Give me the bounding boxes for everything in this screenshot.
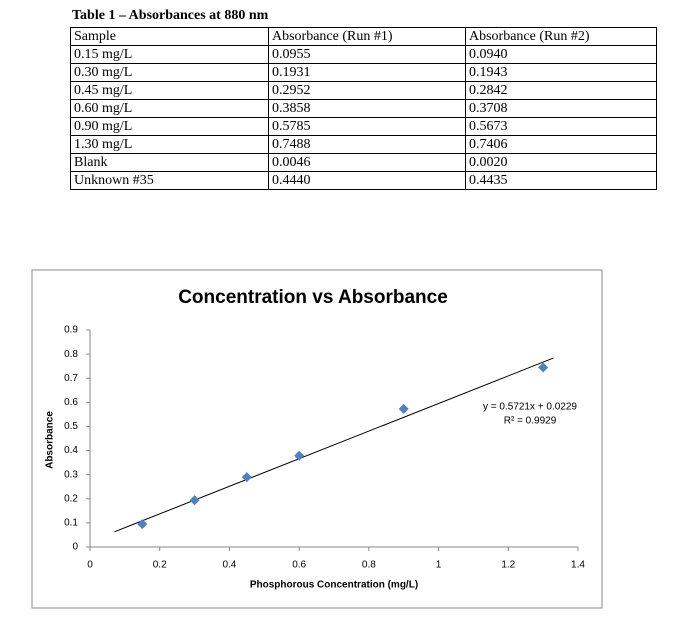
table-cell: 0.3708 — [465, 99, 657, 118]
table-cell: Absorbance (Run #2) — [465, 27, 657, 46]
x-tick-label: 1.4 — [571, 560, 585, 571]
table-row: Unknown #35 0.4440 0.4435 — [70, 171, 657, 190]
table-cell: Absorbance (Run #1) — [268, 27, 466, 46]
table-row: 0.60 mg/L 0.3858 0.3708 — [70, 99, 657, 118]
x-tick-label: 0.2 — [153, 560, 167, 571]
x-tick-label: 0.4 — [222, 560, 236, 571]
x-tick-label: 1 — [436, 560, 442, 571]
data-point — [189, 495, 200, 506]
annotation: R² = 0.9929 — [504, 416, 557, 427]
table-cell: Unknown #35 — [70, 171, 269, 190]
chart-title: Concentration vs Absorbance — [178, 287, 448, 308]
table-cell: 0.0046 — [268, 153, 466, 172]
x-tick-label: 0.6 — [292, 560, 306, 571]
table-cell: 0.1931 — [268, 63, 466, 82]
table-title: Table 1 – Absorbances at 880 nm — [72, 8, 269, 23]
y-tick-label: 0.8 — [64, 349, 78, 360]
annotation: y = 0.5721x + 0.0229 — [483, 402, 577, 413]
x-tick-label: 0.8 — [362, 560, 376, 571]
data-point — [294, 450, 305, 461]
y-tick-label: 0 — [72, 542, 78, 553]
table-row: 1.30 mg/L 0.7488 0.7406 — [70, 135, 657, 154]
data-point — [137, 519, 148, 530]
data-point — [538, 362, 549, 373]
table-cell: 0.4440 — [268, 171, 466, 190]
trendline — [114, 357, 554, 533]
y-tick-label: 0.9 — [64, 325, 78, 336]
y-tick-label: 0.1 — [64, 518, 78, 529]
y-axis-label: Absorbance — [45, 411, 56, 469]
table-cell: 0.0940 — [465, 45, 657, 64]
table: Sample Absorbance (Run #1) Absorbance (Run… — [70, 27, 657, 190]
data-point — [398, 403, 409, 414]
header-row: Sample Absorbance (Run #1) Absorbance (Run… — [70, 27, 657, 46]
y-tick-label: 0.2 — [64, 493, 78, 504]
table-row: 0.45 mg/L 0.2952 0.2842 — [70, 81, 657, 100]
y-tick-label: 0.7 — [64, 373, 78, 384]
table-cell: 0.0020 — [465, 153, 657, 172]
data-point — [241, 472, 252, 483]
x-tick-label: 1.2 — [501, 560, 515, 571]
table-row: 0.15 mg/L 0.0955 0.0940 — [70, 45, 657, 64]
x-axis-label: Phosphorous Concentration (mg/L) — [250, 580, 418, 591]
y-tick-label: 0.6 — [64, 397, 78, 408]
y-tick-label: 0.4 — [64, 445, 78, 456]
y-tick-label: 0.5 — [64, 421, 78, 432]
table-cell: 0.4435 — [465, 171, 657, 190]
y-tick-label: 0.3 — [64, 469, 78, 480]
chart-frame — [31, 269, 603, 609]
table-cell: 0.7488 — [268, 135, 466, 154]
x-tick-label: 0 — [87, 560, 93, 571]
table-row: 0.90 mg/L 0.5785 0.5673 — [70, 117, 657, 136]
